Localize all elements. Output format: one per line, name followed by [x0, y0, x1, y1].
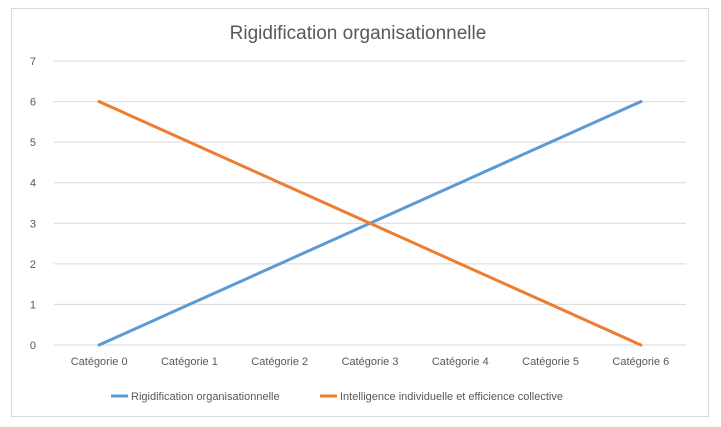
y-axis-ticks: 0 1 2 3 4 5 6 7 [30, 56, 36, 352]
series-1-point [278, 181, 282, 185]
series-0-point [97, 343, 101, 347]
series-1-point [187, 140, 191, 144]
y-tick-label: 1 [30, 299, 36, 311]
x-tick-label: Catégorie 2 [251, 356, 308, 368]
y-tick-label: 6 [30, 97, 36, 109]
series-1-point [549, 302, 553, 306]
y-tick-label: 7 [30, 56, 36, 68]
y-tick-label: 3 [30, 218, 36, 230]
y-tick-label: 2 [30, 259, 36, 271]
x-tick-label: Catégorie 0 [71, 356, 128, 368]
series-0-point [639, 100, 643, 104]
grid-layer [54, 60, 686, 346]
legend-label-0: Rigidification organisationnelle [131, 391, 280, 403]
y-tick-label: 5 [30, 137, 36, 149]
series-1-point [458, 262, 462, 266]
x-tick-label: Catégorie 3 [342, 356, 399, 368]
series-0-point [458, 181, 462, 185]
x-tick-label: Catégorie 6 [612, 356, 669, 368]
series-layer [97, 100, 643, 347]
series-0-point [549, 140, 553, 144]
legend: Rigidification organisationnelle Intellig… [111, 391, 563, 403]
series-0-point [187, 302, 191, 306]
series-1-point [368, 221, 372, 225]
x-tick-label: Catégorie 1 [161, 356, 218, 368]
legend-label-1: Intelligence individuelle et efficience … [340, 391, 563, 403]
series-1-point [639, 343, 643, 347]
series-1-point [97, 100, 101, 104]
y-tick-label: 0 [30, 340, 36, 352]
chart-frame [11, 8, 709, 417]
series-0-point [278, 262, 282, 266]
x-axis-ticks: Catégorie 0 Catégorie 1 Catégorie 2 Catégor… [71, 356, 670, 368]
y-tick-label: 4 [30, 178, 36, 190]
x-tick-label: Catégorie 5 [522, 356, 579, 368]
x-tick-label: Catégorie 4 [432, 356, 489, 368]
chart-title: Rigidification organisationnelle [230, 23, 487, 44]
